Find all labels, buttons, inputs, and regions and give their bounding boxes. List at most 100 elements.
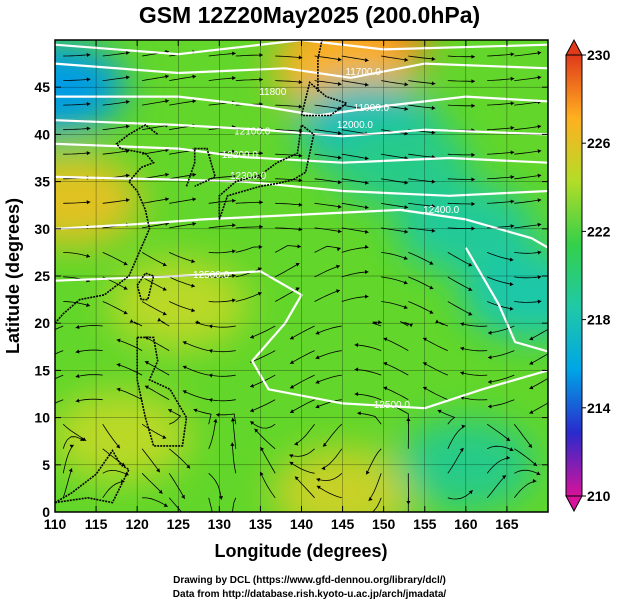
- x-tick-label: 165: [495, 516, 519, 532]
- streamline-arrow: [165, 99, 169, 104]
- streamline: [529, 402, 548, 414]
- streamline-arrow: [461, 424, 466, 429]
- streamline: [315, 374, 342, 384]
- streamline: [141, 423, 167, 439]
- streamline: [408, 227, 436, 232]
- streamline: [275, 287, 300, 302]
- streamline-arrow: [471, 152, 475, 157]
- streamline-arrow: [295, 262, 300, 267]
- streamline: [487, 276, 514, 285]
- coastline: [300, 81, 349, 117]
- streamline: [254, 428, 276, 450]
- streamline: [314, 245, 341, 253]
- streamline: [208, 374, 236, 377]
- x-tick-label: 155: [413, 516, 437, 532]
- streamline: [102, 199, 130, 204]
- streamline-arrow: [364, 156, 369, 161]
- streamline: [63, 103, 91, 106]
- height-contour: [55, 270, 548, 410]
- streamline: [354, 344, 382, 351]
- streamline-arrow: [290, 335, 294, 340]
- streamline-arrow: [298, 153, 303, 158]
- streamline-arrow: [231, 298, 236, 303]
- streamline: [182, 390, 209, 401]
- y-tick-label: 35: [34, 174, 50, 190]
- streamline-arrow: [216, 412, 220, 417]
- streamline: [357, 412, 382, 425]
- streamline-arrow: [38, 335, 42, 339]
- streamline-arrow: [537, 198, 542, 203]
- streamline-arrow: [294, 476, 299, 481]
- streamline-arrow: [250, 334, 254, 339]
- streamline-arrow: [86, 52, 91, 57]
- streamline-arrow: [509, 306, 514, 311]
- streamline: [142, 100, 169, 106]
- streamline: [75, 398, 103, 402]
- streamline: [75, 374, 103, 378]
- streamline-arrow: [502, 475, 506, 480]
- streamline-arrow: [536, 471, 541, 476]
- streamline: [437, 409, 456, 425]
- streamline: [354, 369, 382, 376]
- colorbar-max-arrow: [565, 38, 583, 56]
- streamline: [514, 300, 542, 303]
- streamline: [529, 328, 548, 341]
- streamline-arrow: [86, 102, 91, 107]
- x-tick-label: 125: [167, 516, 191, 532]
- streamline: [487, 252, 514, 261]
- streamline: [314, 202, 342, 208]
- streamline: [75, 349, 103, 353]
- streamline-arrow: [168, 409, 173, 413]
- streamline-arrow: [510, 76, 515, 81]
- streamline-arrow: [364, 58, 369, 63]
- streamline-arrow: [509, 282, 514, 287]
- temperature-blob-4: [330, 117, 471, 208]
- streamline: [383, 337, 409, 351]
- plot-area: 11700.0 11800 11900.0 12000.0 12100.0 12200.0…: [38, 39, 549, 513]
- streamline: [63, 152, 91, 155]
- streamline-arrow: [163, 503, 168, 507]
- streamline: [102, 301, 128, 315]
- streamline-arrow: [86, 200, 91, 205]
- streamline: [275, 104, 303, 108]
- streamline: [529, 353, 548, 365]
- streamline-arrow: [250, 421, 255, 425]
- streamline: [141, 276, 167, 291]
- streamline: [514, 174, 542, 180]
- streamline-arrow: [125, 124, 130, 129]
- streamline: [142, 124, 169, 131]
- streamline: [487, 200, 515, 204]
- streamline-arrow: [509, 257, 514, 262]
- streamline: [447, 425, 466, 449]
- streamline: [514, 469, 541, 476]
- streamline-arrow: [459, 448, 464, 452]
- streamline: [514, 276, 542, 279]
- streamline-arrow: [537, 50, 542, 55]
- streamline-arrow: [337, 81, 342, 86]
- streamline: [63, 78, 91, 81]
- streamline-arrow: [232, 198, 236, 203]
- streamline: [208, 200, 236, 204]
- x-tick-label: 160: [454, 516, 478, 532]
- streamline: [63, 54, 91, 57]
- contour-label: 12500.0: [193, 270, 230, 281]
- streamline-arrow: [192, 172, 197, 177]
- temperature-blob-9: [55, 391, 191, 482]
- streamline: [486, 475, 507, 499]
- streamline: [294, 423, 315, 445]
- colorbar-tick-label: 218: [587, 312, 611, 328]
- streamline-arrow: [537, 149, 542, 154]
- y-axis-label: Latitude (degrees): [3, 198, 23, 354]
- streamline-arrow: [403, 280, 408, 285]
- streamline-arrow: [471, 54, 475, 59]
- streamline: [141, 252, 167, 267]
- x-tick-label: 135: [249, 516, 273, 532]
- streamline-arrow: [315, 379, 320, 384]
- streamline: [460, 396, 488, 401]
- streamline-arrow: [323, 442, 327, 447]
- streamline: [102, 469, 129, 476]
- streamline-arrow: [471, 79, 475, 84]
- contour-label: 11700.0: [345, 67, 381, 78]
- streamline-arrow: [260, 447, 265, 452]
- streamline-arrow: [528, 443, 532, 448]
